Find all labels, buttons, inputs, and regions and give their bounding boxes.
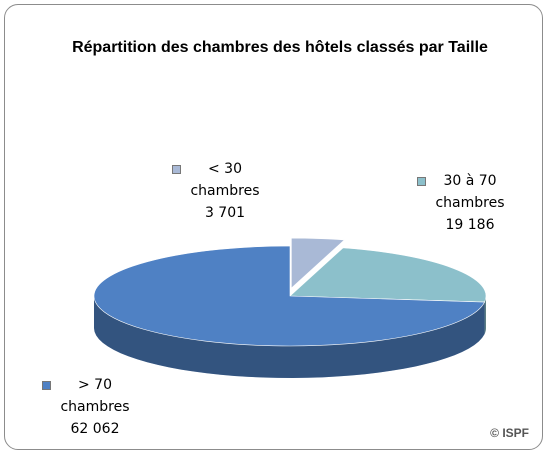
value-label: 62 062 — [70, 421, 120, 437]
source-note: © ISPF — [490, 426, 529, 440]
slice — [93, 245, 486, 347]
slice-side — [94, 296, 485, 378]
legend-marker — [417, 177, 426, 186]
chart-title: Répartition des chambres des hôtels clas… — [72, 39, 488, 56]
slice — [291, 237, 346, 289]
category-label: > 70 chambres — [60, 377, 130, 415]
slice-side-shade — [94, 296, 485, 378]
legend-marker — [172, 165, 181, 174]
category-label: < 30 chambres — [190, 161, 260, 199]
slice-side — [484, 296, 486, 335]
value-label: 19 186 — [445, 217, 495, 233]
value-label: 3 701 — [204, 205, 246, 221]
slice — [289, 247, 487, 303]
legend-marker — [42, 381, 51, 390]
category-label: 30 à 70 chambres — [435, 173, 505, 211]
slice-side-shade — [484, 296, 486, 335]
